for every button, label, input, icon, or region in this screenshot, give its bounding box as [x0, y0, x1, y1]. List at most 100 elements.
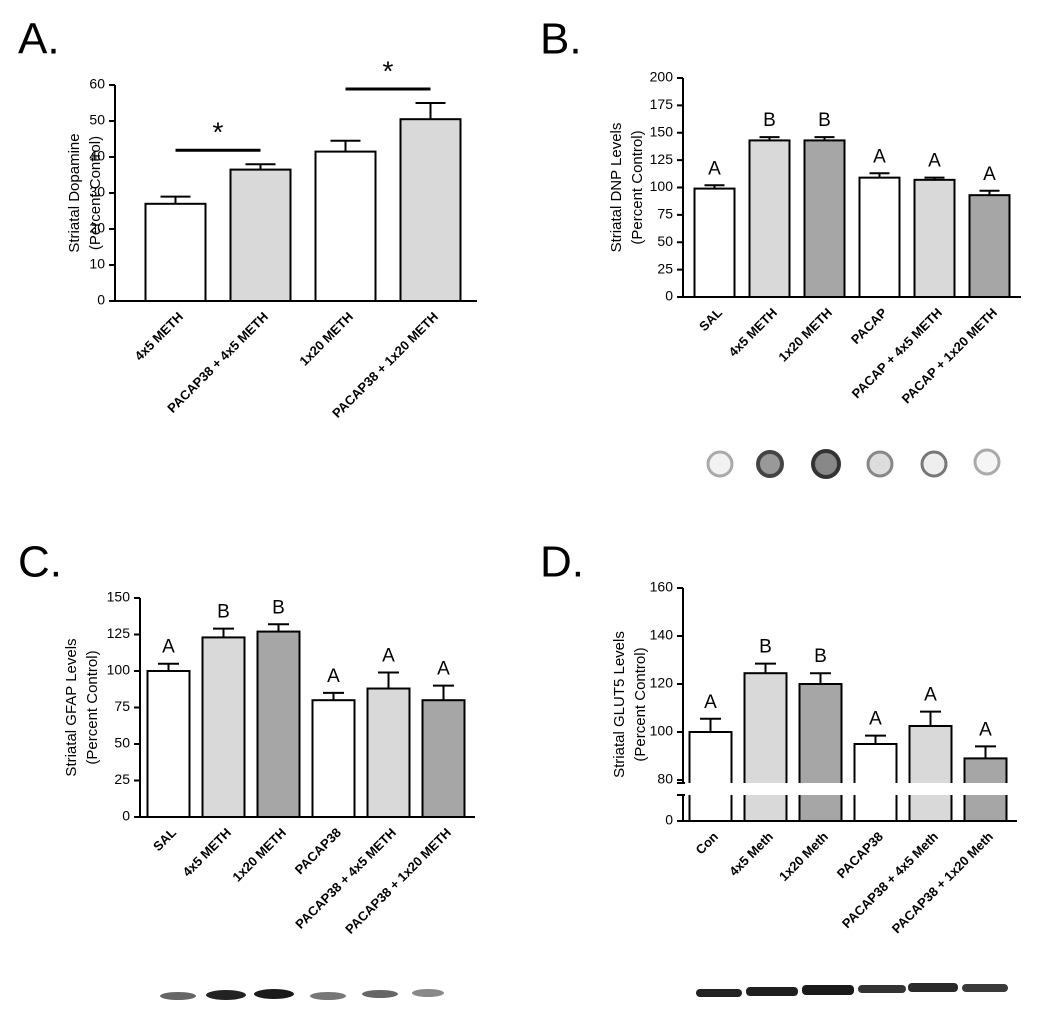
y-tick-label: 40 [89, 148, 105, 164]
error-bar [433, 684, 454, 701]
y-tick-label: 0 [122, 808, 130, 824]
western-blot-c [160, 989, 444, 1000]
error-bar [415, 102, 446, 120]
bar [908, 725, 953, 822]
error-bar [814, 136, 835, 141]
y-axis-label: (Percent Control) [632, 647, 649, 761]
y-tick-label: 50 [89, 112, 105, 128]
bar [201, 636, 246, 818]
y-tick-label: 60 [89, 76, 105, 92]
bar [968, 194, 1011, 298]
y-axis-label: Striatal Dopamine [66, 133, 83, 252]
bar [858, 176, 901, 299]
y-tick-label: 175 [650, 96, 674, 112]
y-tick-label: 140 [650, 627, 674, 643]
panel-title: D. [540, 538, 584, 587]
y-tick-label: 25 [657, 260, 673, 276]
group-letter: A [704, 692, 717, 713]
error-bar [330, 139, 361, 152]
group-letter: A [869, 709, 882, 730]
error-bar [810, 672, 831, 684]
bar [853, 743, 898, 822]
y-tick-label: 200 [650, 69, 674, 85]
y-axis-label: Striatal DNP Levels [608, 123, 625, 253]
group-letter: B [814, 646, 827, 667]
bar [693, 187, 736, 298]
y-tick-label: 100 [107, 662, 131, 678]
error-bar [920, 710, 941, 726]
error-bar [975, 745, 996, 759]
y-tick-label: 125 [107, 625, 131, 641]
error-bar [245, 163, 276, 170]
y-tick-label: 25 [114, 771, 130, 787]
y-tick-label: 75 [657, 206, 673, 222]
error-bar [924, 176, 945, 180]
bar [229, 168, 292, 302]
panel-title: C. [18, 538, 62, 587]
bar [913, 178, 956, 299]
error-bar [865, 734, 886, 744]
error-bar [378, 671, 399, 689]
panel-title: B. [540, 15, 582, 64]
bar [399, 118, 462, 302]
y-axis-label: Striatal GFAP Levels [63, 638, 80, 776]
group-letter: A [382, 645, 395, 666]
group-letter: A [928, 151, 941, 172]
error-bar [869, 172, 890, 178]
y-tick-label: 150 [650, 123, 674, 139]
y-tick-label: 0 [665, 288, 673, 304]
error-bar [158, 662, 179, 671]
bar [144, 202, 207, 302]
y-tick-label: 160 [650, 579, 674, 595]
group-letter: B [272, 597, 285, 618]
bar [748, 139, 791, 298]
error-bar [759, 136, 780, 141]
y-axis-label: (Percent Control) [84, 650, 101, 764]
y-tick-label: 50 [657, 233, 673, 249]
bar [743, 672, 788, 823]
group-letter: B [818, 110, 831, 131]
y-tick-label: 0 [97, 292, 105, 308]
y-tick-label: 30 [89, 184, 105, 200]
group-letter: A [873, 146, 886, 167]
error-bar [755, 662, 776, 674]
bar [311, 699, 356, 819]
y-axis-label: (Percent Control) [629, 130, 646, 244]
y-tick-label: 0 [665, 812, 673, 828]
bar [314, 150, 377, 302]
group-letter: A [437, 659, 450, 680]
y-tick-label: 150 [107, 589, 131, 605]
y-tick-label: 50 [114, 735, 130, 751]
bar [798, 683, 843, 822]
y-tick-label: 125 [650, 151, 674, 167]
group-letter: B [763, 110, 776, 131]
y-axis-label: Striatal GLUT5 Levels [611, 631, 628, 778]
group-letter: A [162, 637, 175, 658]
bar [421, 699, 466, 819]
significance-marker: * [383, 55, 394, 86]
significance-marker: * [213, 117, 224, 148]
y-axis-label: (Percent Control) [87, 136, 104, 250]
error-bar [213, 627, 234, 638]
bar [256, 630, 301, 819]
y-tick-label: 100 [650, 178, 674, 194]
group-letter: B [217, 602, 230, 623]
y-tick-label: 20 [89, 220, 105, 236]
y-tick-label: 75 [114, 698, 130, 714]
y-tick-label: 120 [650, 675, 674, 691]
error-bar [268, 623, 289, 632]
bar [146, 670, 191, 818]
y-tick-label: 100 [650, 723, 674, 739]
group-letter: B [759, 637, 772, 658]
group-letter: A [327, 666, 340, 687]
group-letter: A [924, 685, 937, 706]
panel-title: A. [18, 15, 60, 64]
error-bar [160, 195, 191, 204]
error-bar [323, 691, 344, 701]
bar [803, 139, 846, 298]
error-bar [979, 189, 1000, 196]
y-tick-label: 80 [657, 771, 673, 787]
group-letter: A [979, 719, 992, 740]
dot-blot [706, 448, 1001, 479]
